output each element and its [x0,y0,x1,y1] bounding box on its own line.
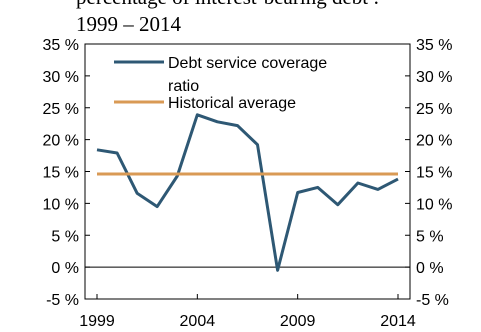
y-tick-right-label: 20 % [416,133,452,150]
y-tick-left-label: 5 % [51,228,79,245]
x-tick-label: 2004 [180,313,216,330]
y-tick-left-label: 20 % [43,133,79,150]
y-tick-right-label: 5 % [416,228,444,245]
x-tick-label: 2009 [280,313,316,330]
y-tick-right-label: 10 % [416,196,452,213]
y-tick-left-label: 15 % [43,165,79,182]
y-tick-right-label: -5 % [416,292,449,309]
y-tick-left-label: 35 % [43,37,79,54]
y-tick-left-label: 30 % [43,69,79,86]
y-tick-left-label: -5 % [46,292,79,309]
y-axis-left: 35 % 30 % 25 % 20 % 15 % 10 % 5 % 0 % -5 % [43,37,90,309]
y-axis-right: 35 % 30 % 25 % 20 % 15 % 10 % 5 % 0 % -5 % [405,37,452,309]
legend-label-debt-service-line1: Debt service coverage [168,55,327,72]
y-tick-right-label: 25 % [416,101,452,118]
chart-title-line1: percentage of interest-bearing debt : [76,0,379,9]
series-line-debt-service-coverage [96,113,399,272]
series-layer [96,113,399,272]
legend: Debt service coverage ratio Historical a… [114,55,327,112]
x-tick-label: 1999 [79,313,115,330]
chart-title-line2: 1999 – 2014 [76,12,182,36]
y-tick-right-label: 0 % [416,260,444,277]
y-tick-right-label: 35 % [416,37,452,54]
y-tick-left-label: 10 % [43,196,79,213]
plot-frame [84,43,411,300]
plot-area: 35 %30 %25 %20 %15 %10 %5 %0 %-5 % 35 %3… [43,37,453,330]
x-axis: 1999 2004 2009 2014 [79,294,416,330]
x-tick-label: 2014 [380,313,416,330]
legend-label-historical-average: Historical average [168,95,296,112]
legend-label-debt-service-line2: ratio [168,78,199,95]
y-tick-right-label: 30 % [416,69,452,86]
y-tick-left-label: 0 % [51,260,79,277]
y-tick-right-label: 15 % [416,165,452,182]
y-tick-left-label: 25 % [43,101,79,118]
